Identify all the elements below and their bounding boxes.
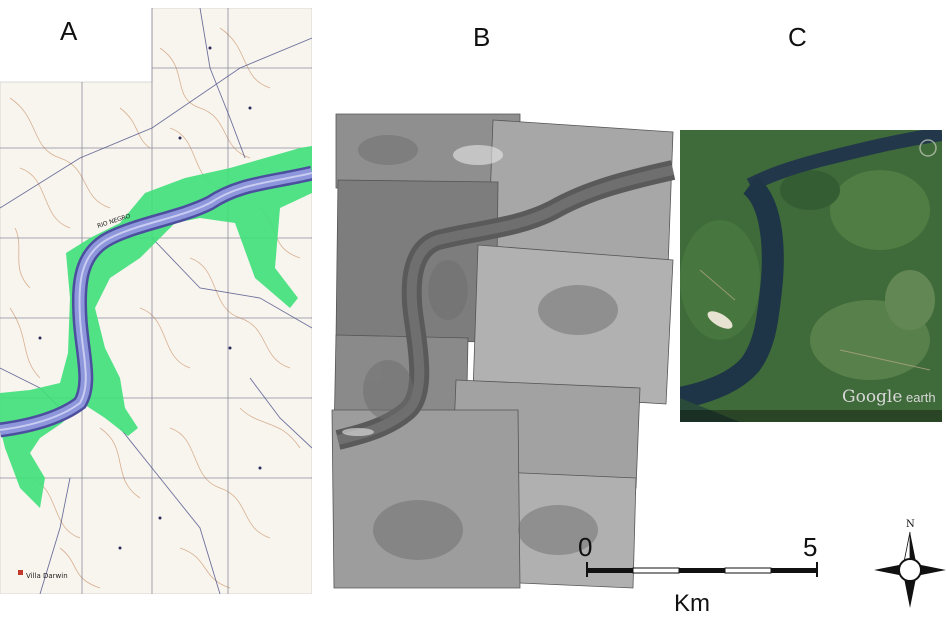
aerial-photo-mosaic-panel — [328, 110, 683, 590]
north-arrow-icon — [874, 531, 946, 608]
topographic-map: RIO NEGRO Villa Darwin — [0, 8, 312, 594]
aerial-texture — [358, 135, 618, 560]
satellite-image: Google earth — [680, 130, 942, 422]
aerial-photo-mosaic — [331, 113, 676, 589]
topographic-map-panel: RIO NEGRO Villa Darwin — [0, 8, 312, 594]
panel-label-a: A — [60, 16, 78, 46]
contour-lines — [9, 27, 301, 589]
scale-unit-label: Km — [674, 590, 710, 617]
scale-start-label: 0 — [578, 532, 593, 562]
panel-label-b: B — [473, 22, 491, 52]
satellite-river — [680, 176, 784, 409]
town-label: Villa Darwin — [26, 572, 68, 580]
earth-watermark: earth — [906, 390, 936, 405]
scale-bar — [586, 562, 818, 577]
satellite-image-panel: Google earth — [680, 130, 942, 422]
satellite-fields — [680, 170, 935, 380]
roads-streams — [0, 8, 312, 594]
scale-end-label: 5 — [803, 532, 818, 562]
north-label: N — [906, 519, 915, 530]
google-watermark: Google — [842, 387, 902, 407]
panel-label-c: C — [788, 22, 807, 52]
map-features — [38, 46, 262, 550]
